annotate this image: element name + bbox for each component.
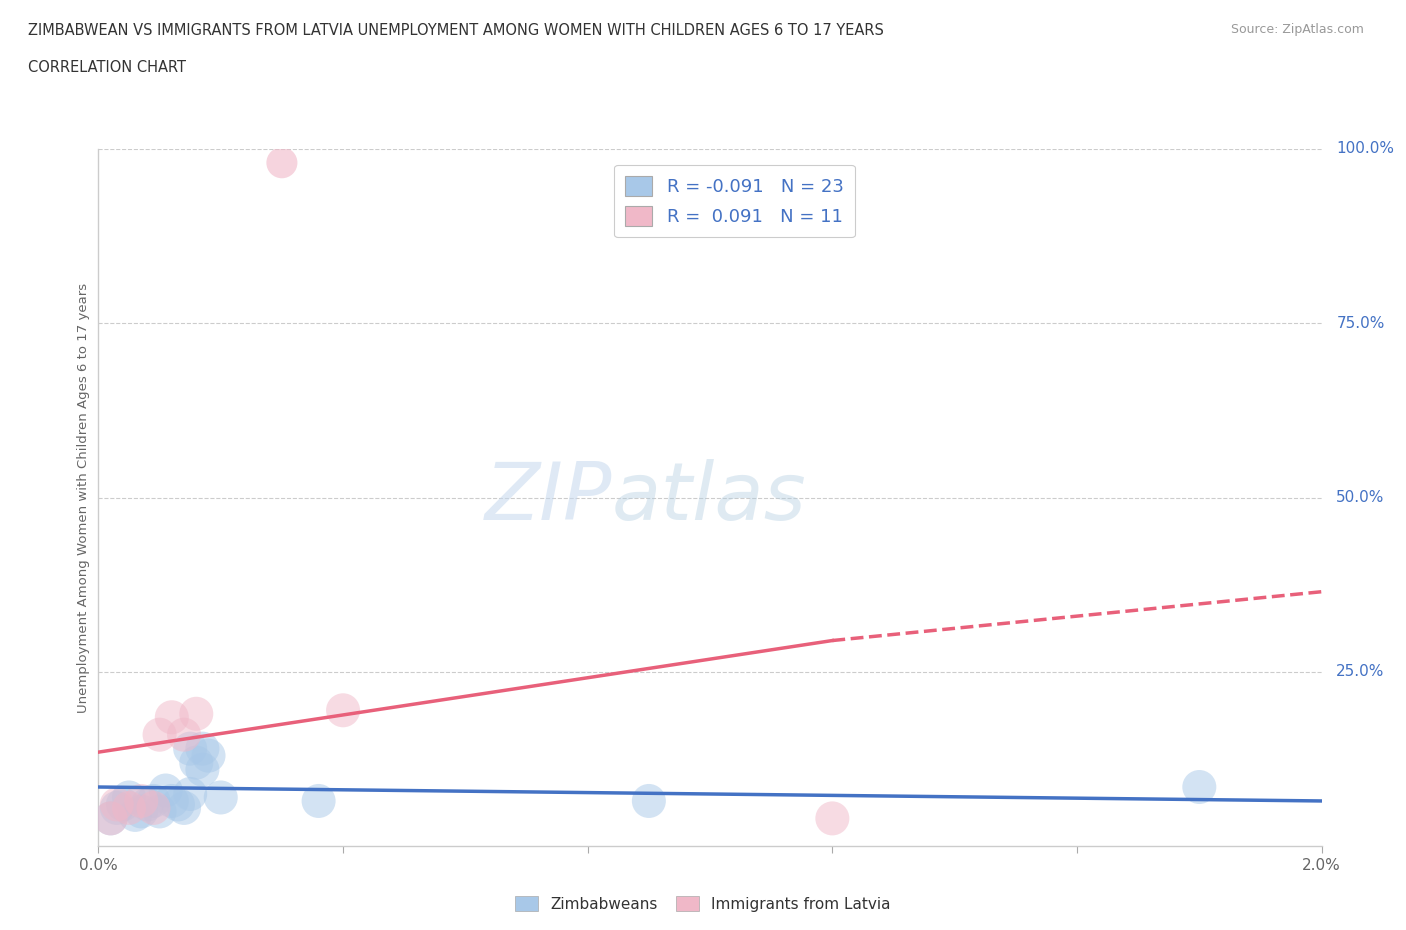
Point — [142, 801, 165, 816]
Point — [186, 755, 208, 770]
Point — [160, 710, 183, 724]
Point — [197, 748, 219, 763]
Text: 25.0%: 25.0% — [1336, 664, 1385, 680]
Point — [118, 801, 141, 816]
Text: 50.0%: 50.0% — [1336, 490, 1385, 505]
Point — [1188, 779, 1211, 794]
Point — [637, 793, 661, 808]
Point — [129, 793, 152, 808]
Text: 100.0%: 100.0% — [1336, 141, 1395, 156]
Text: ZIP: ZIP — [485, 458, 612, 537]
Text: ZIMBABWEAN VS IMMIGRANTS FROM LATVIA UNEMPLOYMENT AMONG WOMEN WITH CHILDREN AGES: ZIMBABWEAN VS IMMIGRANTS FROM LATVIA UNE… — [28, 23, 884, 38]
Point — [155, 783, 177, 798]
Point — [149, 804, 172, 819]
Point — [186, 707, 208, 722]
Point — [124, 807, 146, 822]
Point — [160, 793, 183, 808]
Point — [173, 801, 195, 816]
Point — [173, 727, 195, 742]
Text: 75.0%: 75.0% — [1336, 315, 1385, 331]
Y-axis label: Unemployment Among Women with Children Ages 6 to 17 years: Unemployment Among Women with Children A… — [77, 283, 90, 712]
Point — [167, 797, 190, 812]
Text: atlas: atlas — [612, 458, 807, 537]
Point — [142, 793, 165, 808]
Point — [149, 727, 172, 742]
Point — [270, 155, 294, 170]
Point — [100, 811, 122, 826]
Point — [118, 790, 141, 805]
Point — [105, 797, 128, 812]
Point — [179, 741, 201, 756]
Point — [179, 787, 201, 802]
Text: CORRELATION CHART: CORRELATION CHART — [28, 60, 186, 75]
Point — [105, 801, 128, 816]
Point — [100, 811, 122, 826]
Point — [136, 797, 159, 812]
Legend: Zimbabweans, Immigrants from Latvia: Zimbabweans, Immigrants from Latvia — [509, 889, 897, 918]
Point — [332, 703, 354, 718]
Point — [129, 804, 152, 819]
Point — [209, 790, 232, 805]
Legend: R = -0.091   N = 23, R =  0.091   N = 11: R = -0.091 N = 23, R = 0.091 N = 11 — [614, 165, 855, 237]
Point — [308, 793, 330, 808]
Point — [821, 811, 844, 826]
Point — [191, 763, 214, 777]
Point — [111, 797, 134, 812]
Point — [191, 741, 214, 756]
Text: Source: ZipAtlas.com: Source: ZipAtlas.com — [1230, 23, 1364, 36]
